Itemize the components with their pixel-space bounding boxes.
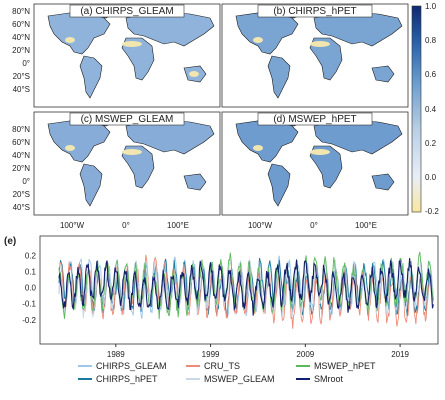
- lon-axis: 100°W 0° 100°E 100°W 0° 100°E: [60, 221, 377, 230]
- lat-tick: 40°N: [12, 151, 30, 160]
- y-tick-label: -0.2: [22, 316, 36, 325]
- map-panel-a: (a) CHIRPS_GLEAM: [33, 3, 221, 108]
- legend: CHIRPS_GLEAM CHIRPS_hPET CRU_TS MSWEP_GL…: [78, 361, 376, 384]
- legend-label: CRU_TS: [204, 361, 240, 371]
- x-tick-label: 2009: [296, 350, 314, 359]
- y-tick-label: -0.1: [22, 300, 36, 309]
- panel-title-d: (d) MSWEP_hPET: [273, 114, 356, 125]
- lat-axis-bottom: 80°N 60°N 40°N 20°N 0° 20°S 40°S: [12, 125, 30, 212]
- series-line: [58, 258, 434, 316]
- y-tick-label: 0.1: [25, 267, 37, 276]
- legend-label: CHIRPS_GLEAM: [96, 361, 167, 371]
- lat-tick: 20°N: [12, 46, 30, 55]
- lon-tick: 0°: [310, 221, 318, 230]
- lat-tick: 0°: [22, 59, 30, 68]
- lon-tick: 0°: [122, 221, 130, 230]
- legend-label: SMroot: [314, 374, 344, 384]
- x-tick-label: 1999: [202, 350, 220, 359]
- panel-title-c: (c) MSWEP_GLEAM: [81, 114, 174, 125]
- lat-tick: 60°N: [12, 138, 30, 147]
- colorbar-tick: 0.8: [425, 36, 437, 45]
- lon-tick: 100°E: [355, 221, 377, 230]
- panel-title-b: (b) CHIRPS_hPET: [273, 6, 356, 17]
- colorbar-tick: 0.0: [425, 173, 437, 182]
- panel-title-a: (a) CHIRPS_GLEAM: [80, 6, 173, 17]
- legend-label: CHIRPS_hPET: [96, 374, 158, 384]
- lat-tick: 40°N: [12, 33, 30, 42]
- legend-label: MSWEP_GLEAM: [204, 374, 275, 384]
- lat-tick: 20°N: [12, 164, 30, 173]
- lon-tick: 100°W: [248, 221, 273, 230]
- map-panel-c: (c) MSWEP_GLEAM: [33, 111, 221, 216]
- colorbar-tick: 0.4: [425, 105, 437, 114]
- map-panel-d: (d) MSWEP_hPET: [221, 111, 409, 216]
- panel-label-e: (e): [4, 236, 16, 247]
- colorbar-tick: 1.0: [425, 2, 437, 11]
- lat-tick: 40°S: [13, 203, 30, 212]
- colorbar: 1.0 0.8 0.6 0.4 0.2 0.0 -0.2: [411, 2, 439, 216]
- y-tick-label: 0.0: [25, 284, 37, 293]
- map-panel-b: (b) CHIRPS_hPET: [221, 3, 409, 108]
- lon-tick: 100°E: [167, 221, 189, 230]
- lat-tick: 60°N: [12, 20, 30, 29]
- x-tick-label: 2019: [391, 350, 409, 359]
- timeseries-plot: 0.2 0.1 0.0 -0.1 -0.2 1989 1999 2009 2019: [22, 235, 439, 359]
- lon-tick: 100°W: [60, 221, 85, 230]
- lat-tick: 20°S: [13, 72, 30, 81]
- lat-tick: 80°N: [12, 7, 30, 16]
- plot-frame: [39, 235, 439, 345]
- colorbar-tick: -0.2: [425, 207, 439, 216]
- lat-tick: 40°S: [13, 85, 30, 94]
- legend-label: MSWEP_hPET: [314, 361, 376, 371]
- colorbar-tick: 0.6: [425, 70, 437, 79]
- y-tick-label: 0.2: [25, 251, 37, 260]
- lat-tick: 0°: [22, 177, 30, 186]
- colorbar-tick: 0.2: [425, 139, 437, 148]
- lat-tick: 20°S: [13, 190, 30, 199]
- lat-axis-top: 80°N 60°N 40°N 20°N 0° 20°S 40°S: [12, 7, 30, 94]
- x-tick-label: 1989: [107, 350, 125, 359]
- lat-tick: 80°N: [12, 125, 30, 134]
